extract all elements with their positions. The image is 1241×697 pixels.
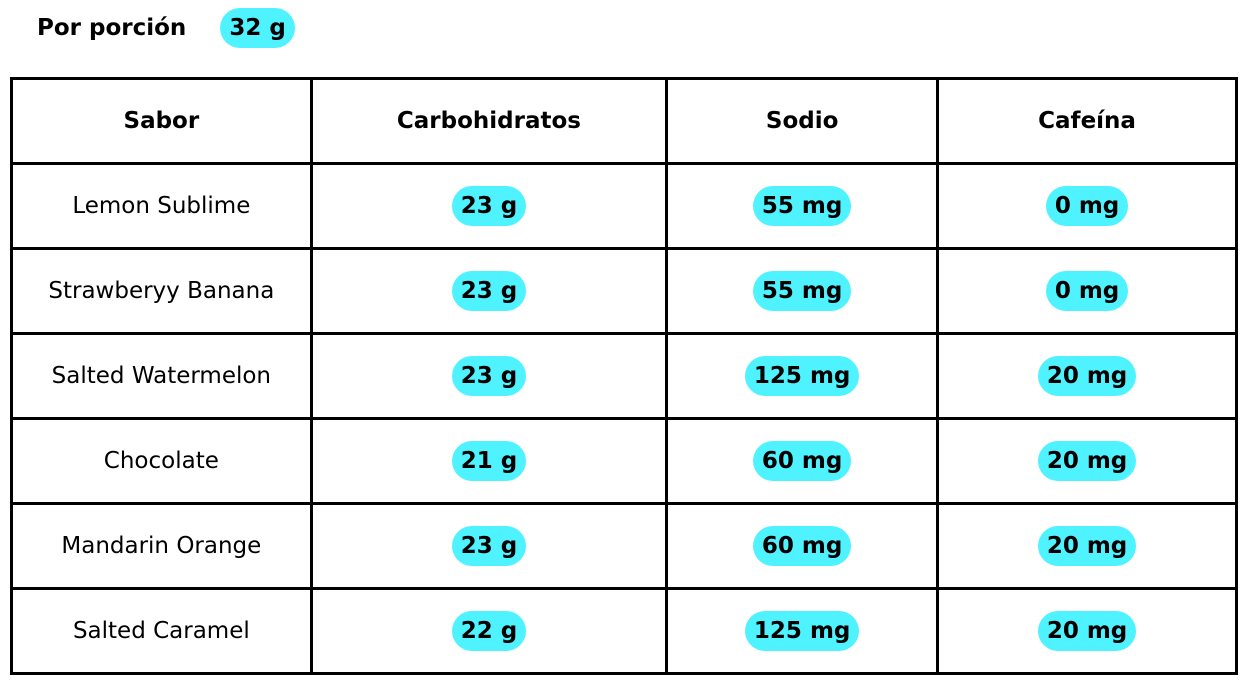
value-pill: 23 g — [451, 526, 527, 566]
value-cell: 60 mg — [665, 417, 940, 505]
value-cell: 22 g — [309, 587, 669, 675]
value-pill: 55 mg — [752, 271, 852, 311]
value-pill: 0 mg — [1045, 186, 1129, 226]
table-row: Strawberyy Banana 23 g 55 mg 0 mg — [10, 247, 1238, 335]
serving-label: Por porción — [37, 15, 187, 41]
column-header: Cafeína — [936, 77, 1238, 165]
value-pill: 20 mg — [1037, 611, 1137, 651]
flavor-cell: Mandarin Orange — [10, 502, 313, 590]
table-row: Salted Caramel 22 g 125 mg 20 mg — [10, 587, 1238, 675]
value-pill: 0 mg — [1045, 271, 1129, 311]
table-row: Chocolate 21 g 60 mg 20 mg — [10, 417, 1238, 505]
value-pill: 20 mg — [1037, 356, 1137, 396]
value-pill: 60 mg — [752, 441, 852, 481]
flavor-cell: Salted Caramel — [10, 587, 313, 675]
header-row: Sabor Carbohidratos Sodio Cafeína — [10, 77, 1238, 165]
value-pill: 20 mg — [1037, 441, 1137, 481]
table-row: Salted Watermelon 23 g 125 mg 20 mg — [10, 332, 1238, 420]
table-row: Lemon Sublime 23 g 55 mg 0 mg — [10, 162, 1238, 250]
value-cell: 60 mg — [665, 502, 940, 590]
value-pill: 21 g — [451, 441, 527, 481]
column-header: Sodio — [665, 77, 940, 165]
value-cell: 23 g — [309, 502, 669, 590]
table-row: Mandarin Orange 23 g 60 mg 20 mg — [10, 502, 1238, 590]
flavor-cell: Strawberyy Banana — [10, 247, 313, 335]
value-pill: 23 g — [451, 356, 527, 396]
flavor-cell: Chocolate — [10, 417, 313, 505]
value-pill: 20 mg — [1037, 526, 1137, 566]
value-cell: 125 mg — [665, 332, 940, 420]
value-cell: 23 g — [309, 247, 669, 335]
value-cell: 55 mg — [665, 162, 940, 250]
value-pill: 60 mg — [752, 526, 852, 566]
value-cell: 20 mg — [936, 587, 1238, 675]
value-cell: 21 g — [309, 417, 669, 505]
serving-header: Por porción 32 g — [37, 8, 295, 48]
value-cell: 0 mg — [936, 162, 1238, 250]
column-header: Carbohidratos — [309, 77, 669, 165]
flavor-cell: Lemon Sublime — [10, 162, 313, 250]
flavor-cell: Salted Watermelon — [10, 332, 313, 420]
value-cell: 20 mg — [936, 502, 1238, 590]
column-header: Sabor — [10, 77, 313, 165]
value-cell: 125 mg — [665, 587, 940, 675]
value-cell: 20 mg — [936, 332, 1238, 420]
serving-pill: 32 g — [220, 8, 295, 48]
value-pill: 125 mg — [744, 611, 860, 651]
table-body: Lemon Sublime 23 g 55 mg 0 mg Strawberyy Ban… — [10, 162, 1238, 675]
value-cell: 23 g — [309, 332, 669, 420]
value-cell: 0 mg — [936, 247, 1238, 335]
value-pill: 23 g — [451, 271, 527, 311]
value-pill: 23 g — [451, 186, 527, 226]
value-pill: 125 mg — [744, 356, 860, 396]
value-pill: 22 g — [451, 611, 527, 651]
value-cell: 55 mg — [665, 247, 940, 335]
value-cell: 23 g — [309, 162, 669, 250]
value-cell: 20 mg — [936, 417, 1238, 505]
nutrition-table: Sabor Carbohidratos Sodio Cafeína Lemon Sub… — [10, 77, 1238, 675]
value-pill: 55 mg — [752, 186, 852, 226]
